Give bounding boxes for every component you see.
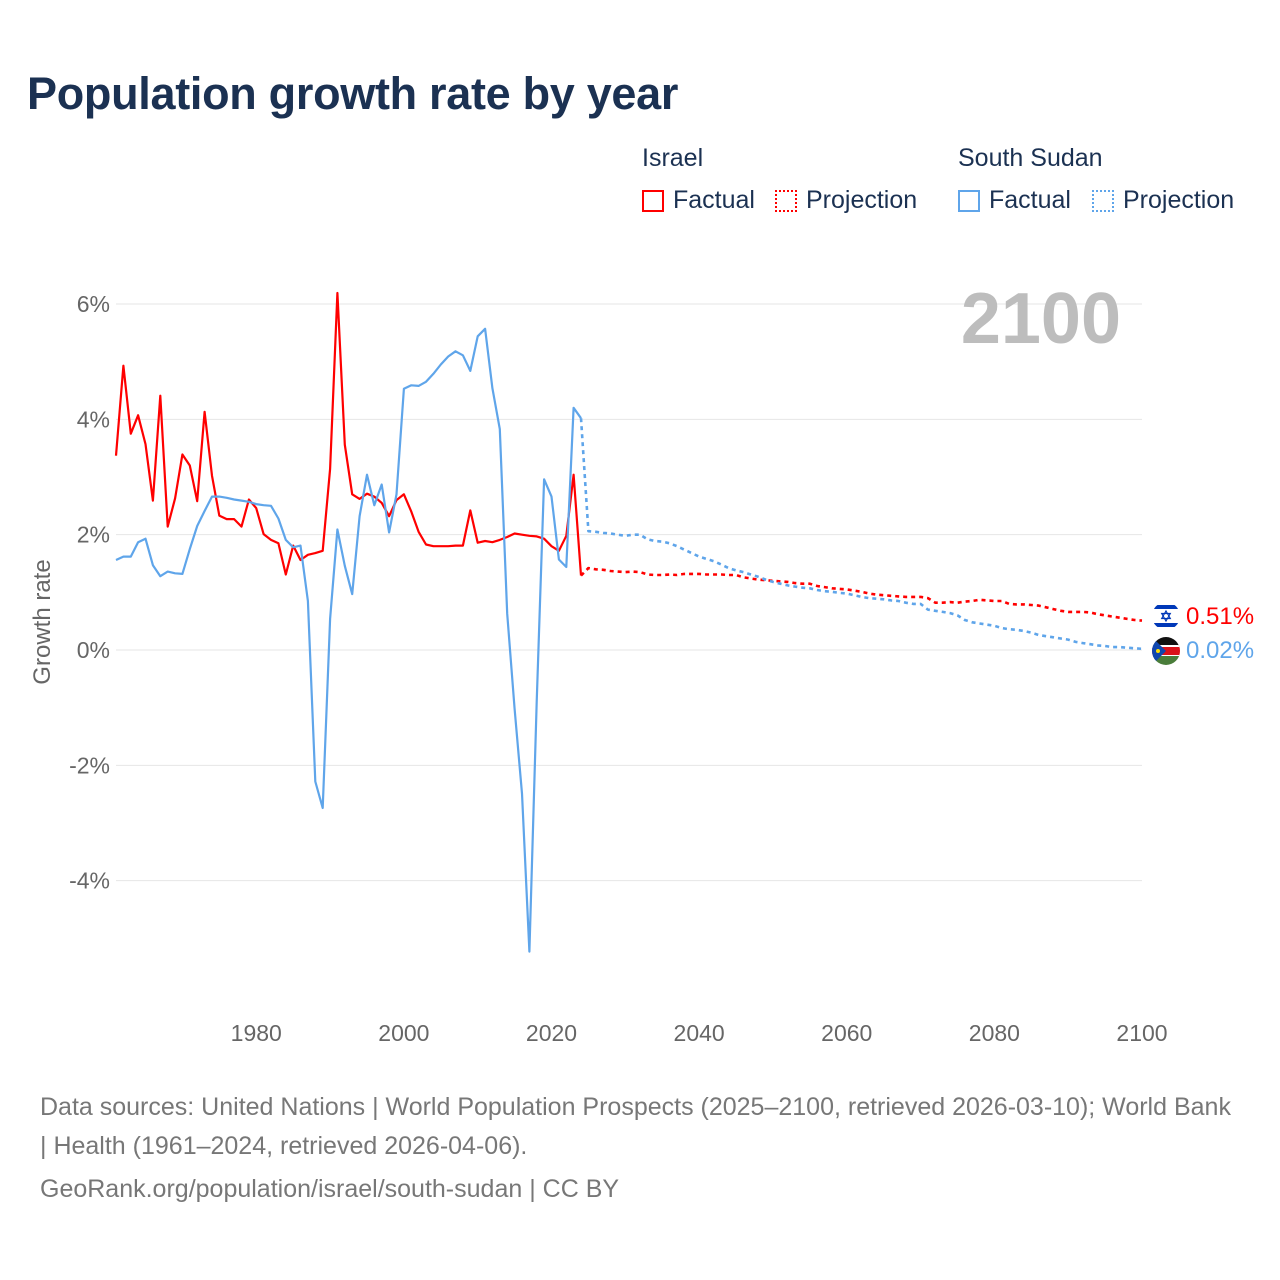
y-tick-label: 2% <box>77 522 110 548</box>
dotted-swatch-icon <box>775 189 797 212</box>
x-tick-label: 2020 <box>526 1020 577 1046</box>
legend-item-label: Projection <box>1123 186 1235 214</box>
x-tick-label: 1980 <box>231 1020 282 1046</box>
chart-plot: 6% 4% 2% 0% -2% -4% 1980 2000 2020 2040 2060 2080 21… <box>29 279 1254 1046</box>
legend-group-label: Israel <box>642 144 704 172</box>
chart-title: Population growth rate by year <box>27 68 679 119</box>
y-tick-label: -2% <box>69 752 110 778</box>
data-sources-text: Data sources: United Nations | World Pop… <box>40 1093 1231 1160</box>
legend-israel-factual[interactable]: Factual <box>642 186 755 215</box>
solid-swatch-icon <box>958 189 980 212</box>
legend-item-label: Factual <box>989 186 1071 214</box>
israel-factual-line <box>114 291 583 576</box>
israel-end-label: 0.51% <box>1186 603 1254 630</box>
x-tick-label: 2100 <box>1116 1020 1167 1046</box>
south-sudan-flag-icon <box>1152 637 1180 665</box>
legend-south-sudan-factual[interactable]: Factual <box>958 186 1071 215</box>
legend-item-label: Projection <box>806 186 918 214</box>
y-axis-label: Growth rate <box>29 559 56 684</box>
legend-item-label: Factual <box>673 186 755 214</box>
israel-projection-line <box>580 566 1143 622</box>
x-tick-label: 2060 <box>821 1020 872 1046</box>
source-note: Data sources: United Nations | World Pop… <box>40 1088 1240 1209</box>
x-tick-label: 2040 <box>674 1020 725 1046</box>
dotted-swatch-icon <box>1092 189 1114 212</box>
legend-israel-projection[interactable]: Projection <box>775 186 917 215</box>
south-sudan-end-label: 0.02% <box>1186 637 1254 664</box>
legend-group-label: South Sudan <box>958 144 1103 172</box>
y-tick-label: 4% <box>77 406 110 432</box>
year-label: 2100 <box>961 279 1121 359</box>
south-sudan-projection-line <box>579 418 1143 651</box>
israel-flag-icon <box>1152 602 1180 630</box>
y-tick-label: 0% <box>77 637 110 663</box>
y-tick-label: 6% <box>77 291 110 317</box>
y-tick-label: -4% <box>69 868 110 894</box>
south-sudan-factual-line <box>115 327 582 953</box>
x-tick-label: 2080 <box>969 1020 1020 1046</box>
x-tick-label: 2000 <box>378 1020 429 1046</box>
legend-south-sudan-projection[interactable]: Projection <box>1092 186 1234 215</box>
attribution-link[interactable]: GeoRank.org/population/israel/south-suda… <box>40 1175 620 1203</box>
solid-swatch-icon <box>642 189 664 212</box>
